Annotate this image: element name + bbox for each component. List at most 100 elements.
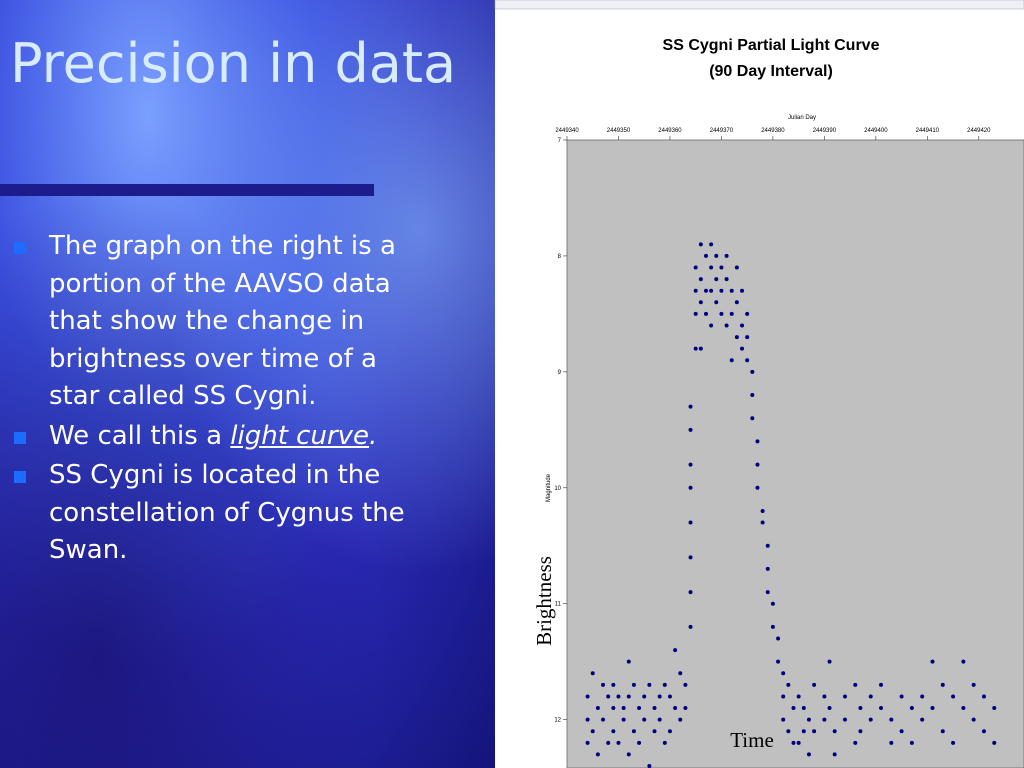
data-point — [637, 706, 642, 711]
y-tick-label: 10 — [554, 486, 561, 492]
data-point — [621, 706, 626, 711]
x-tick-label: 2449400 — [864, 128, 888, 134]
data-point — [868, 717, 873, 722]
data-point — [611, 706, 616, 711]
data-point — [601, 682, 606, 687]
data-point — [626, 659, 631, 664]
x-tick-label: 2449390 — [813, 128, 837, 134]
data-point — [709, 323, 714, 328]
data-point — [719, 311, 724, 316]
data-point — [590, 729, 595, 734]
data-point — [760, 508, 765, 513]
data-point — [796, 694, 801, 699]
data-point — [611, 682, 616, 687]
data-point — [858, 706, 863, 711]
annotation: Brightness — [532, 556, 556, 646]
data-point — [621, 717, 626, 722]
data-point — [703, 288, 708, 293]
data-point — [678, 671, 683, 676]
data-point — [590, 671, 595, 676]
data-point — [657, 694, 662, 699]
data-point — [781, 694, 786, 699]
data-point — [992, 740, 997, 745]
data-point — [709, 242, 714, 247]
data-point — [770, 601, 775, 606]
data-point — [909, 706, 914, 711]
data-point — [889, 717, 894, 722]
slide-background — [0, 0, 495, 768]
data-point — [585, 717, 590, 722]
data-point — [662, 740, 667, 745]
data-point — [724, 277, 729, 282]
bullet: The graph on the right is a portion of t… — [12, 228, 412, 416]
data-point — [740, 288, 745, 293]
data-point — [606, 694, 611, 699]
data-point — [652, 706, 657, 711]
data-point — [806, 752, 811, 757]
data-point — [709, 265, 714, 270]
data-point — [812, 729, 817, 734]
data-point — [673, 648, 678, 653]
data-point — [688, 427, 693, 432]
data-point — [940, 729, 945, 734]
chart-subtitle: (90 Day Interval) — [709, 63, 833, 80]
data-point — [981, 729, 986, 734]
y-tick-label: 7 — [558, 138, 562, 144]
chart-title: SS Cygni Partial Light Curve — [663, 37, 880, 54]
data-point — [842, 694, 847, 699]
x-tick-label: 2449420 — [967, 128, 991, 134]
data-point — [781, 671, 786, 676]
sheet-strip — [494, 0, 1024, 10]
data-point — [858, 729, 863, 734]
x-tick-label: 2449340 — [555, 128, 579, 134]
data-point — [760, 520, 765, 525]
data-point — [961, 659, 966, 664]
data-point — [791, 740, 796, 745]
data-point — [703, 253, 708, 258]
data-point — [642, 717, 647, 722]
data-point — [611, 729, 616, 734]
y-tick-label: 12 — [554, 718, 561, 724]
data-point — [765, 590, 770, 595]
bullet-text: The graph on the right is a portion of t… — [49, 231, 396, 411]
data-point — [734, 265, 739, 270]
data-point — [585, 694, 590, 699]
data-point — [951, 694, 956, 699]
data-point — [801, 729, 806, 734]
data-point — [719, 288, 724, 293]
data-point — [601, 717, 606, 722]
data-point — [786, 729, 791, 734]
x-tick-label: 2449410 — [916, 128, 940, 134]
data-point — [698, 242, 703, 247]
data-point — [920, 694, 925, 699]
bullet: We call this a light curve. — [12, 418, 412, 456]
data-point — [822, 717, 827, 722]
data-point — [740, 323, 745, 328]
data-point — [791, 706, 796, 711]
data-point — [729, 288, 734, 293]
y-tick-label: 8 — [558, 254, 562, 260]
data-point — [745, 358, 750, 363]
y-tick-label: 11 — [555, 602, 562, 608]
data-point — [781, 717, 786, 722]
data-point — [673, 706, 678, 711]
data-point — [724, 253, 729, 258]
bullet: SS Cygni is located in the constellation… — [12, 457, 412, 570]
data-point — [683, 706, 688, 711]
x-tick-label: 2449360 — [658, 128, 682, 134]
data-point — [940, 682, 945, 687]
data-point — [637, 740, 642, 745]
data-point — [631, 682, 636, 687]
data-point — [688, 590, 693, 595]
data-point — [688, 624, 693, 629]
data-point — [930, 659, 935, 664]
data-point — [822, 694, 827, 699]
data-point — [703, 311, 708, 316]
data-point — [734, 300, 739, 305]
bullet-text: . — [369, 420, 378, 451]
data-point — [920, 717, 925, 722]
data-point — [755, 462, 760, 467]
data-point — [693, 288, 698, 293]
data-point — [930, 706, 935, 711]
data-point — [951, 740, 956, 745]
